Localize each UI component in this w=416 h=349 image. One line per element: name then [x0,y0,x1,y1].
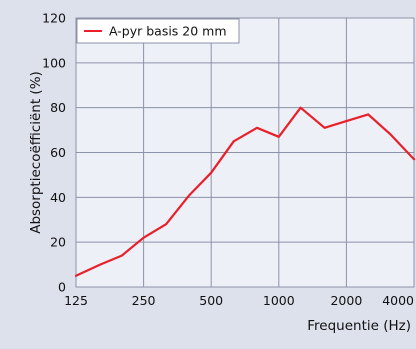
x-tick-label: 1000 [263,293,295,308]
legend-box [76,18,240,44]
x-tick-label: 500 [199,293,223,308]
y-tick-label: 100 [42,55,66,70]
x-tick-label: 250 [132,293,156,308]
legend-series-label: A-pyr basis 20 mm [109,24,227,39]
y-tick-label: 120 [42,11,66,26]
y-tick-label: 20 [50,235,66,250]
x-tick-label: 2000 [330,293,362,308]
axis-ticks: 0 20 40 60 80 100 120 125 250 500 1000 2000 4000 [42,11,414,309]
y-tick-label: 60 [50,145,66,160]
y-tick-label: 0 [58,280,66,295]
x-tick-label: 125 [64,293,88,308]
series-layer [74,106,416,277]
y-tick-label: 40 [50,190,66,205]
y-tick-label: 80 [50,100,66,115]
y-axis-title: Absorptiecoëfficiënt (%) [28,71,44,234]
x-axis-title: Frequentie (Hz) [307,318,411,334]
x-tick-label: 4000 [382,293,414,308]
plot-frame [75,17,415,288]
grid-lines [75,17,415,288]
legend: A-pyr basis 20 mm [76,18,240,44]
series-line [74,106,416,277]
